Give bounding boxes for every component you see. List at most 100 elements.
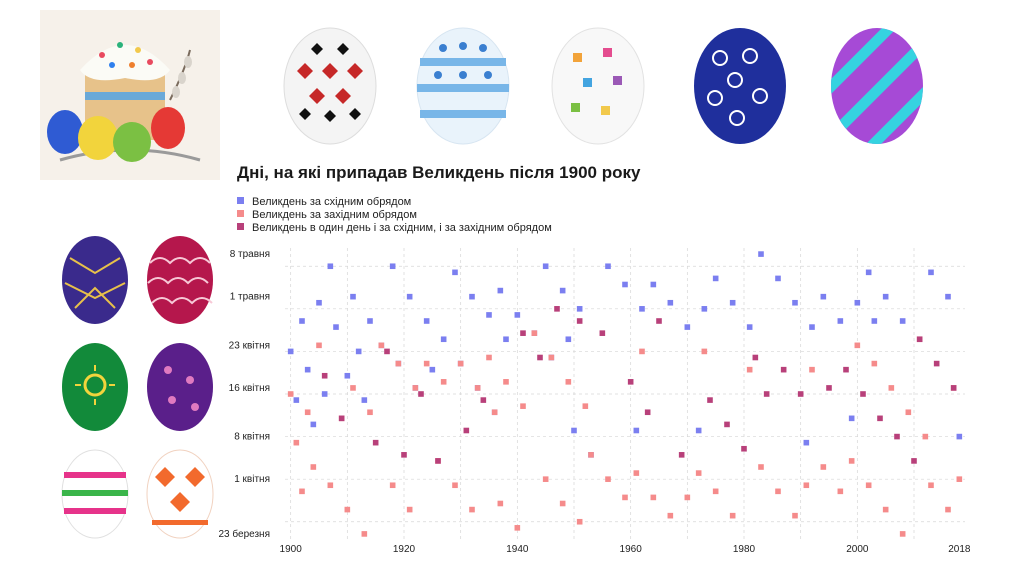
data-point-western bbox=[865, 482, 872, 489]
data-point-eastern bbox=[452, 269, 458, 276]
data-point-both bbox=[752, 354, 759, 361]
legend-swatch-eastern bbox=[237, 197, 244, 204]
data-point-both bbox=[724, 421, 730, 428]
y-tick-label: 1 травня bbox=[230, 292, 270, 303]
data-point-western bbox=[514, 525, 521, 531]
data-point-eastern bbox=[882, 293, 889, 300]
data-point-eastern bbox=[803, 439, 810, 446]
egg-cats-pattern bbox=[551, 27, 645, 145]
data-point-western bbox=[304, 409, 311, 416]
legend-item-western: Великдень за західним обрядом bbox=[237, 209, 417, 221]
data-point-eastern bbox=[469, 293, 475, 300]
data-point-western bbox=[310, 464, 317, 470]
axis-labels: 8 травня 1 травня 23 квітня 16 квітня 8 квіт… bbox=[218, 249, 970, 555]
egg-green-sun bbox=[62, 343, 128, 431]
data-point-western bbox=[622, 494, 628, 501]
data-point-eastern bbox=[758, 251, 764, 257]
legend-label-eastern: Великдень за східним обрядом bbox=[252, 196, 412, 208]
data-point-eastern bbox=[350, 293, 356, 300]
data-point-western bbox=[588, 452, 594, 458]
data-point-western bbox=[378, 342, 385, 349]
data-point-western bbox=[474, 385, 481, 391]
data-point-eastern bbox=[361, 397, 368, 403]
data-point-eastern bbox=[928, 269, 934, 276]
data-point-western bbox=[633, 470, 640, 476]
data-point-western bbox=[469, 506, 475, 513]
data-point-eastern bbox=[571, 427, 577, 434]
data-point-eastern bbox=[559, 287, 566, 294]
data-point-both bbox=[554, 306, 560, 312]
data-point-eastern bbox=[792, 299, 798, 306]
y-tick-label: 23 квітня bbox=[229, 340, 270, 351]
data-point-western bbox=[542, 476, 549, 482]
data-point-western bbox=[367, 409, 373, 416]
data-point-western bbox=[605, 476, 611, 482]
data-point-both bbox=[418, 391, 424, 397]
data-point-western bbox=[452, 482, 458, 489]
data-point-eastern bbox=[503, 336, 509, 343]
legend-item-eastern: Великдень за східним обрядом bbox=[237, 196, 411, 208]
data-point-eastern bbox=[695, 427, 702, 434]
data-point-eastern bbox=[633, 427, 640, 434]
data-point-western bbox=[871, 360, 878, 367]
data-point-western bbox=[344, 506, 351, 513]
x-tick-label: 1960 bbox=[620, 544, 643, 555]
data-point-both bbox=[894, 433, 900, 440]
data-point-western bbox=[712, 488, 719, 495]
data-point-eastern bbox=[667, 299, 674, 306]
data-point-western bbox=[423, 360, 430, 367]
data-point-western bbox=[559, 500, 566, 507]
data-point-western bbox=[299, 488, 305, 495]
data-point-both bbox=[372, 439, 379, 446]
data-point-eastern bbox=[837, 318, 844, 324]
data-point-both bbox=[463, 427, 470, 434]
data-point-eastern bbox=[956, 433, 963, 440]
data-point-western bbox=[956, 476, 963, 482]
data-point-both bbox=[678, 452, 685, 458]
data-point-western bbox=[667, 512, 674, 519]
x-tick-label: 2000 bbox=[846, 544, 869, 555]
y-tick-label: 1 квітня bbox=[234, 474, 270, 485]
data-point-both bbox=[933, 360, 940, 367]
data-point-eastern bbox=[854, 299, 861, 306]
data-point-eastern bbox=[729, 299, 736, 306]
data-point-western bbox=[440, 379, 447, 385]
data-point-western bbox=[503, 379, 509, 385]
data-point-both bbox=[911, 458, 917, 464]
data-point-western bbox=[792, 512, 798, 519]
data-point-eastern bbox=[809, 324, 815, 330]
data-point-both bbox=[780, 366, 787, 373]
data-point-western bbox=[548, 354, 555, 361]
data-point-western bbox=[491, 409, 498, 416]
x-tick-label: 1940 bbox=[506, 544, 529, 555]
egg-orange-ornament bbox=[146, 449, 214, 539]
data-point-western bbox=[412, 385, 419, 391]
egg-blue-swirls bbox=[694, 28, 786, 144]
data-point-western bbox=[406, 506, 413, 513]
data-points bbox=[287, 251, 963, 537]
data-point-both bbox=[741, 445, 747, 452]
chart-title: Дні, на які припадав Великдень після 190… bbox=[237, 163, 641, 182]
egg-red-diamonds bbox=[283, 27, 377, 145]
data-point-both bbox=[480, 397, 487, 403]
legend-swatch-both bbox=[237, 223, 244, 230]
legend-label-western: Великдень за західним обрядом bbox=[252, 209, 417, 221]
y-tick-label: 8 травня bbox=[230, 249, 270, 260]
data-point-western bbox=[837, 488, 844, 495]
data-point-eastern bbox=[712, 275, 719, 282]
legend-label-both: Великдень в один день і за східним, і за… bbox=[252, 222, 552, 234]
data-point-eastern bbox=[440, 336, 447, 343]
data-point-western bbox=[848, 458, 855, 464]
data-point-western bbox=[803, 482, 810, 489]
x-tick-label: 2018 bbox=[948, 544, 971, 555]
data-point-western bbox=[899, 531, 906, 537]
y-tick-label: 23 березня bbox=[218, 528, 270, 540]
data-point-both bbox=[826, 385, 832, 391]
data-point-western bbox=[395, 360, 402, 367]
data-point-eastern bbox=[576, 306, 583, 312]
data-point-western bbox=[565, 379, 572, 385]
data-point-western bbox=[389, 482, 396, 489]
egg-purple-stripes bbox=[831, 28, 923, 144]
data-point-both bbox=[576, 318, 583, 324]
data-point-western bbox=[820, 464, 827, 470]
